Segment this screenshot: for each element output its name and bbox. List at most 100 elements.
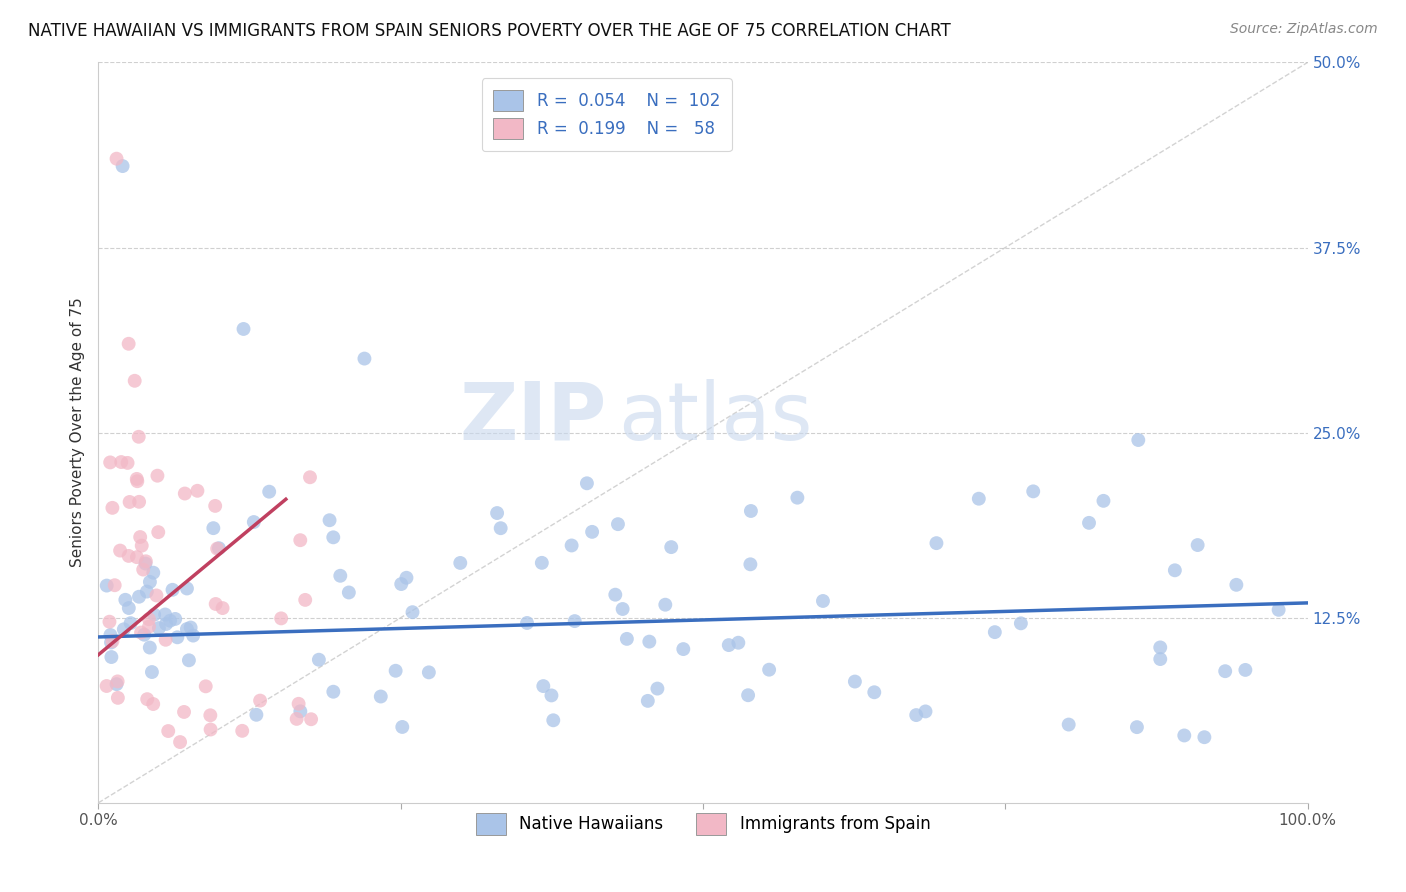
Point (155, 617, 177, 632)
Point (659, 540, 682, 554)
Point (98, 455, 121, 469)
Point (146, 468, 169, 483)
Point (139, 574, 162, 589)
Point (1078, 516, 1101, 530)
Point (153, 607, 176, 622)
Point (285, 712, 308, 726)
Text: NATIVE HAWAIIAN VS IMMIGRANTS FROM SPAIN SENIORS POVERTY OVER THE AGE OF 75 CORR: NATIVE HAWAIIAN VS IMMIGRANTS FROM SPAIN… (28, 22, 950, 40)
Point (155, 632, 177, 647)
Y-axis label: Seniors Poverty Over the Age of 75: Seniors Poverty Over the Age of 75 (70, 298, 86, 567)
Point (401, 605, 423, 619)
Point (208, 541, 231, 556)
Point (104, 578, 127, 592)
Point (138, 612, 160, 626)
Point (142, 566, 165, 580)
Point (905, 708, 928, 723)
Point (157, 724, 180, 739)
Point (129, 625, 152, 640)
Point (142, 697, 165, 711)
Point (118, 336, 141, 351)
Point (486, 506, 509, 520)
Point (1225, 578, 1247, 592)
Point (177, 653, 200, 667)
Point (531, 679, 554, 693)
Point (322, 530, 344, 544)
Point (395, 571, 418, 585)
Point (200, 723, 222, 737)
Point (111, 159, 134, 173)
Point (101, 500, 124, 515)
Point (231, 723, 253, 738)
Point (1194, 730, 1216, 744)
Point (575, 476, 598, 491)
Point (105, 152, 128, 166)
Point (561, 539, 583, 553)
Point (299, 712, 322, 726)
Point (245, 707, 267, 722)
Text: atlas: atlas (619, 379, 813, 457)
Point (605, 588, 627, 602)
Point (186, 483, 208, 498)
Point (1057, 717, 1080, 731)
Point (202, 521, 225, 535)
Point (173, 705, 195, 719)
Point (131, 539, 153, 553)
Point (1187, 538, 1209, 552)
Point (1164, 563, 1187, 577)
Point (105, 677, 128, 691)
Point (329, 568, 352, 582)
Point (118, 601, 141, 615)
Point (516, 615, 538, 630)
Point (758, 663, 780, 677)
Point (647, 681, 669, 696)
Point (162, 582, 184, 597)
Point (114, 592, 136, 607)
Point (166, 630, 188, 644)
Point (322, 684, 344, 698)
Point (1126, 720, 1149, 734)
Legend: Native Hawaiians, Immigrants from Spain: Native Hawaiians, Immigrants from Spain (464, 802, 942, 847)
Point (173, 486, 195, 500)
Point (112, 622, 135, 636)
Point (337, 585, 360, 599)
Point (205, 541, 228, 556)
Point (136, 692, 159, 706)
Point (1149, 640, 1171, 655)
Point (1234, 663, 1257, 677)
Point (128, 430, 150, 444)
Point (318, 513, 340, 527)
Point (204, 597, 226, 611)
Point (638, 634, 661, 648)
Point (108, 543, 131, 558)
Point (145, 589, 167, 603)
Point (128, 590, 150, 604)
Point (581, 524, 603, 539)
Point (384, 664, 406, 678)
Point (96, 679, 118, 693)
Point (389, 577, 412, 591)
Point (243, 515, 266, 529)
Point (98, 615, 121, 629)
Point (844, 674, 866, 689)
Point (127, 474, 149, 488)
Point (607, 517, 630, 532)
Point (118, 495, 141, 509)
Point (180, 620, 202, 634)
Point (786, 491, 808, 505)
Point (148, 621, 170, 635)
Point (118, 549, 141, 563)
Point (249, 693, 271, 707)
Point (148, 525, 170, 540)
Text: Source: ZipAtlas.com: Source: ZipAtlas.com (1230, 22, 1378, 37)
Point (1022, 484, 1045, 499)
Point (200, 708, 222, 723)
Point (540, 689, 562, 703)
Point (298, 470, 321, 484)
Point (294, 593, 316, 607)
Point (143, 607, 166, 622)
Point (141, 665, 163, 679)
Point (139, 640, 162, 655)
Point (290, 533, 312, 548)
Point (204, 499, 226, 513)
Point (117, 456, 139, 470)
